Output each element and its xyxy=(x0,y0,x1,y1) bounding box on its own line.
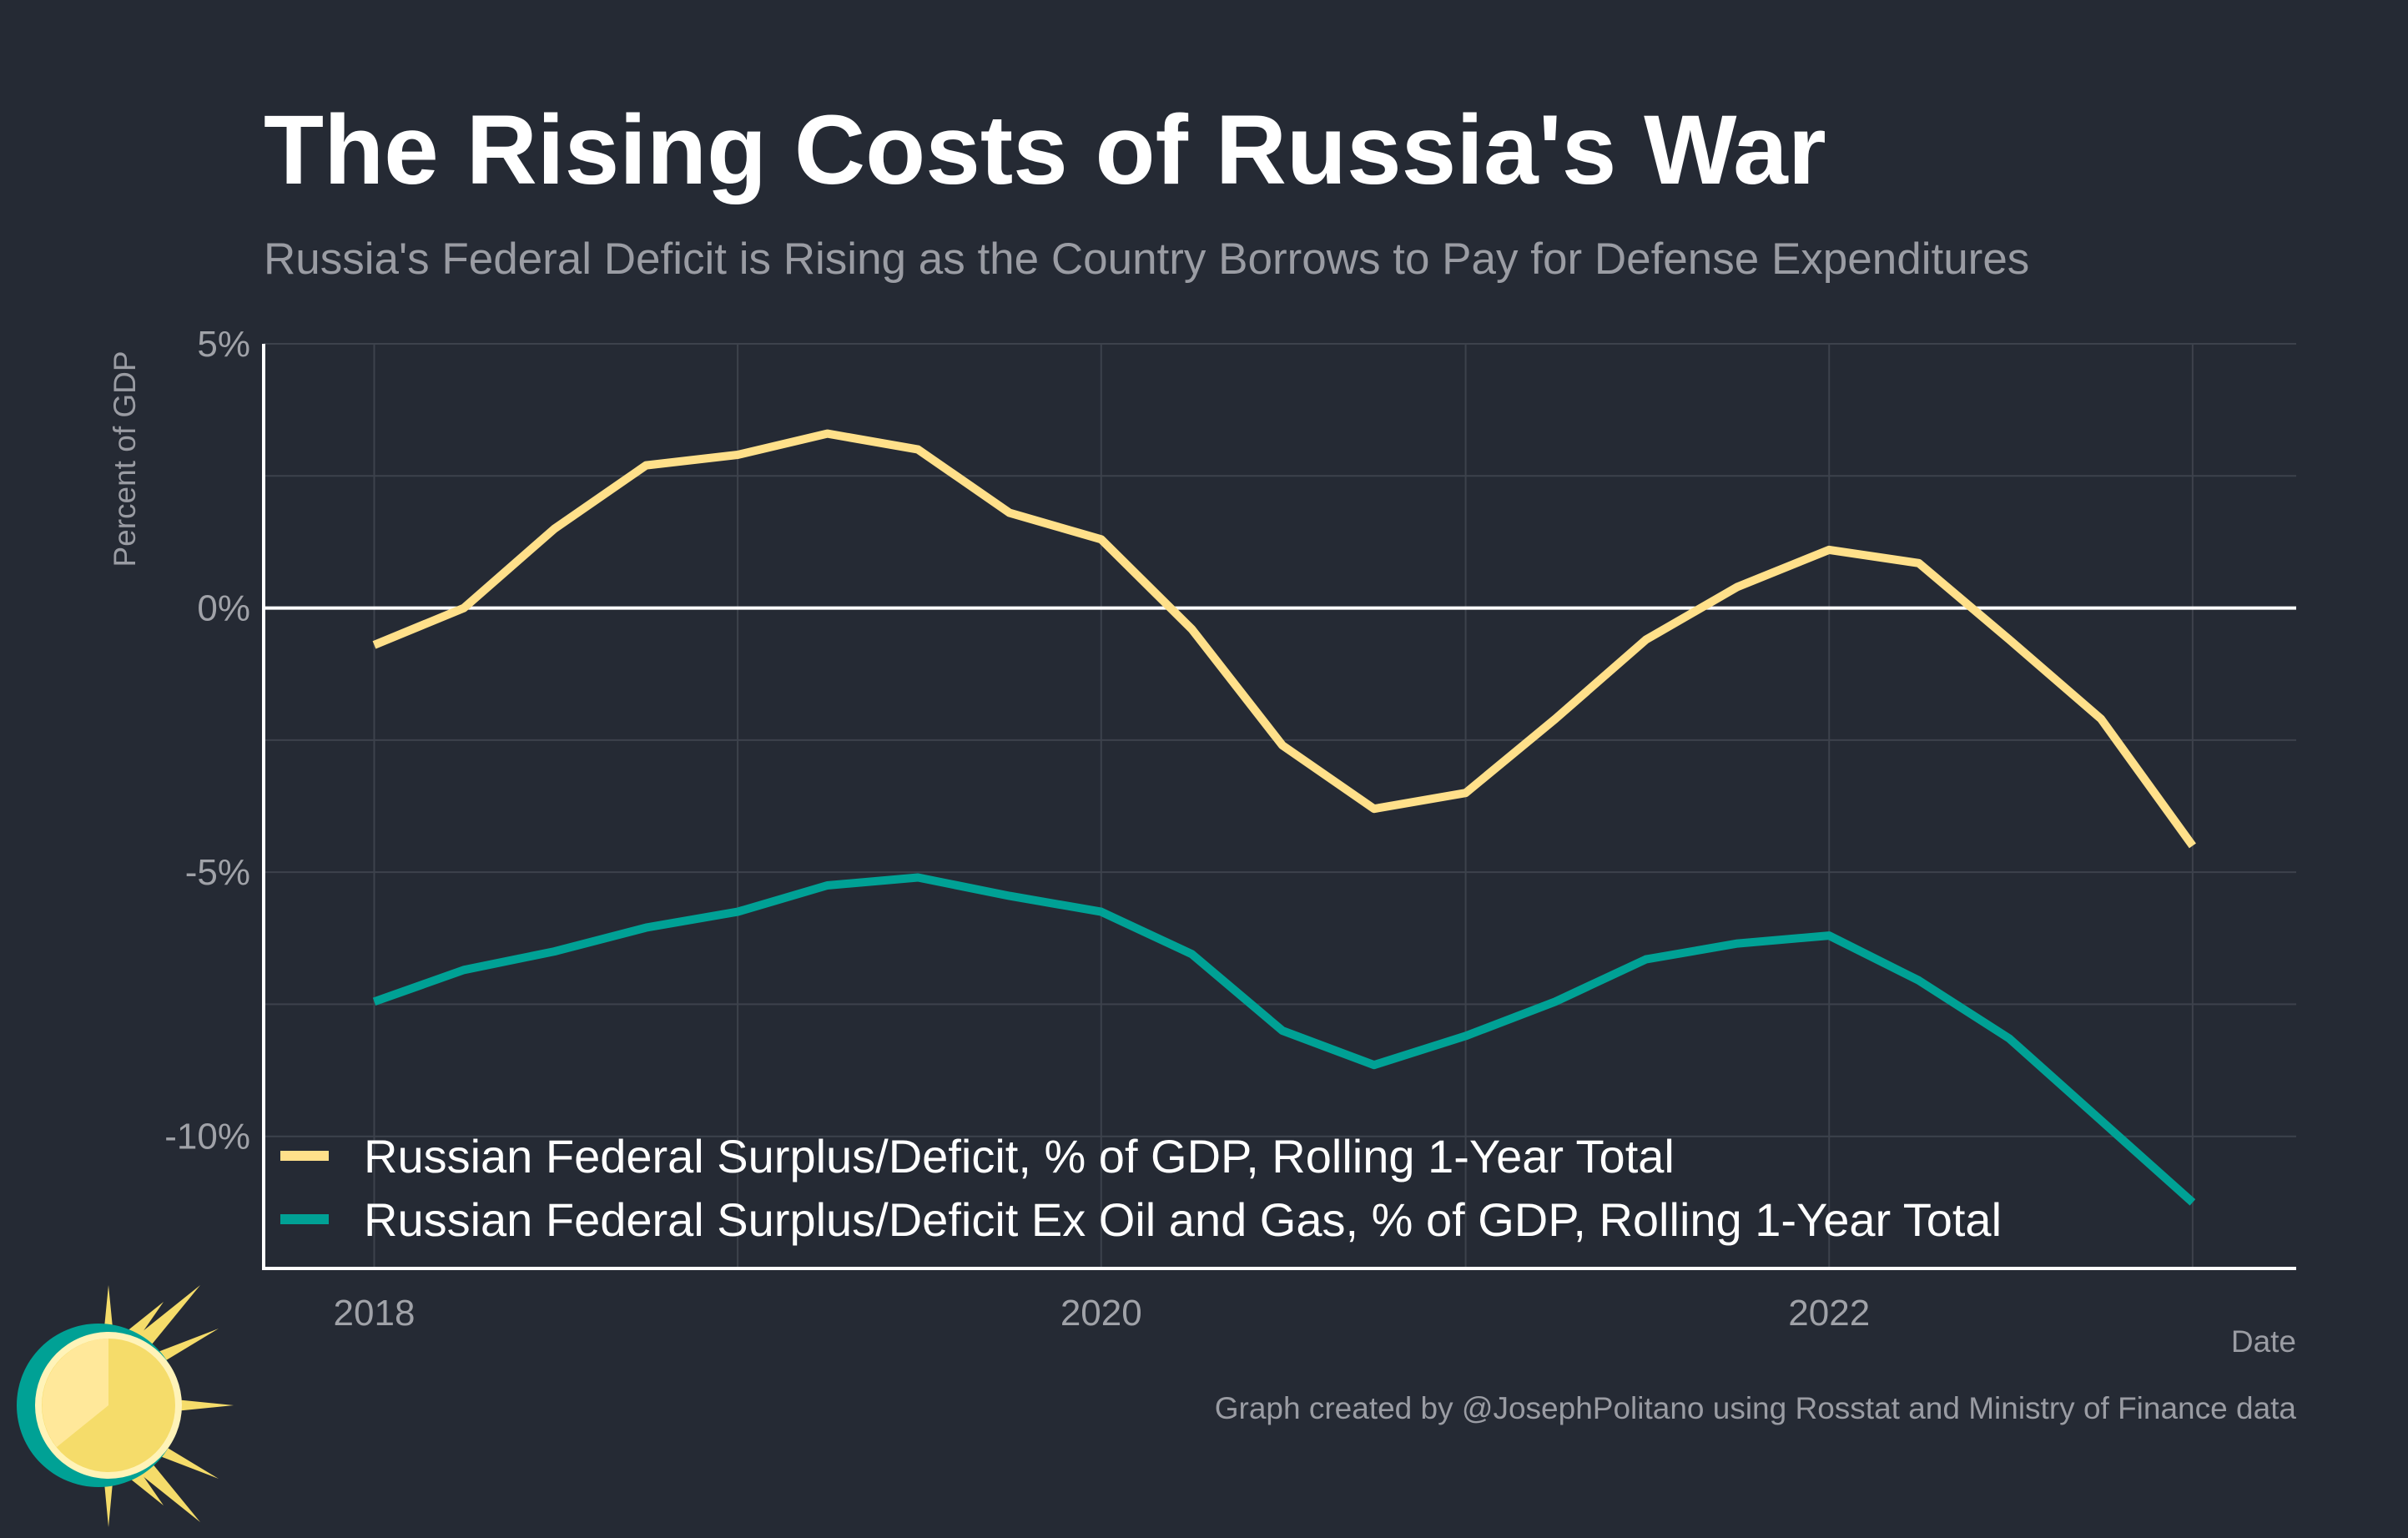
y-tick-label: -10% xyxy=(164,1117,250,1157)
chart-subtitle: Russia's Federal Deficit is Rising as th… xyxy=(264,234,2029,284)
x-axis-title: Date xyxy=(2231,1324,2296,1359)
series-line-1 xyxy=(372,429,2196,849)
legend: Russian Federal Surplus/Deficit, % of GD… xyxy=(280,1130,2002,1246)
y-tick-label: -5% xyxy=(185,852,250,893)
sun-face xyxy=(42,1339,108,1447)
axes xyxy=(262,344,2296,1270)
legend-label: Russian Federal Surplus/Deficit, % of GD… xyxy=(364,1130,1675,1182)
caption: Graph created by @JosephPolitano using R… xyxy=(1215,1391,2297,1425)
tick-labels: 5% 0% -5% -10% 2018 2020 2022 xyxy=(164,324,1870,1334)
y-axis-title: Percent of GDP xyxy=(108,350,142,567)
legend-label: Russian Federal Surplus/Deficit Ex Oil a… xyxy=(364,1193,2002,1246)
chart-title: The Rising Costs of Russia's War xyxy=(264,95,1826,205)
series-layer xyxy=(372,429,2196,1206)
sun-logo-icon xyxy=(17,1285,234,1527)
series-line-2 xyxy=(372,873,2196,1206)
x-tick-label: 2022 xyxy=(1788,1293,1870,1334)
x-tick-label: 2020 xyxy=(1060,1293,1142,1334)
y-tick-label: 5% xyxy=(197,324,250,365)
x-tick-label: 2018 xyxy=(334,1293,416,1334)
y-tick-label: 0% xyxy=(197,588,250,629)
